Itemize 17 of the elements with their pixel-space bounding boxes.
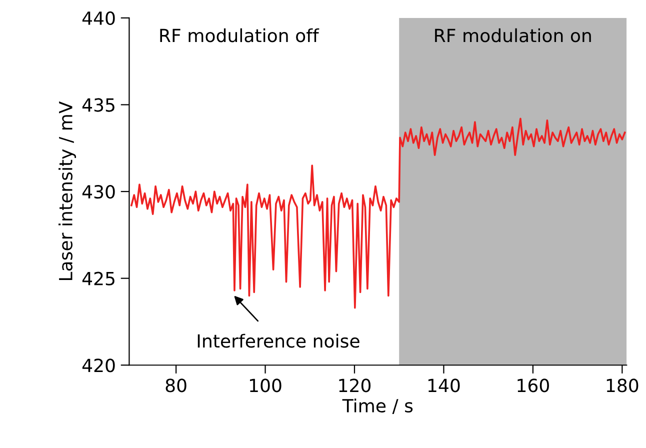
band-label: RF modulation on <box>435 28 591 42</box>
annotation: Interference noise <box>198 334 360 348</box>
x-tick-label: 160 <box>518 378 549 392</box>
x-axis-title: Time / s <box>342 398 413 414</box>
x-tick-label: 180 <box>606 378 638 392</box>
y-tick-label: 430 <box>82 184 115 199</box>
y-tick-label: 440 <box>82 11 115 26</box>
line-series <box>130 118 626 309</box>
x-tick-label: 100 <box>250 378 282 392</box>
x-tick-label: 120 <box>339 378 371 392</box>
annotation: RF modulation off <box>160 28 320 42</box>
x-tick-label: 80 <box>166 378 186 392</box>
x-tick-label: 140 <box>428 378 460 392</box>
y-axis-title: Laser intensity / mV <box>58 101 76 280</box>
y-tick-label: 425 <box>82 272 114 286</box>
y-tick-label: 420 <box>82 358 115 372</box>
y-tick-label: 435 <box>82 98 114 112</box>
